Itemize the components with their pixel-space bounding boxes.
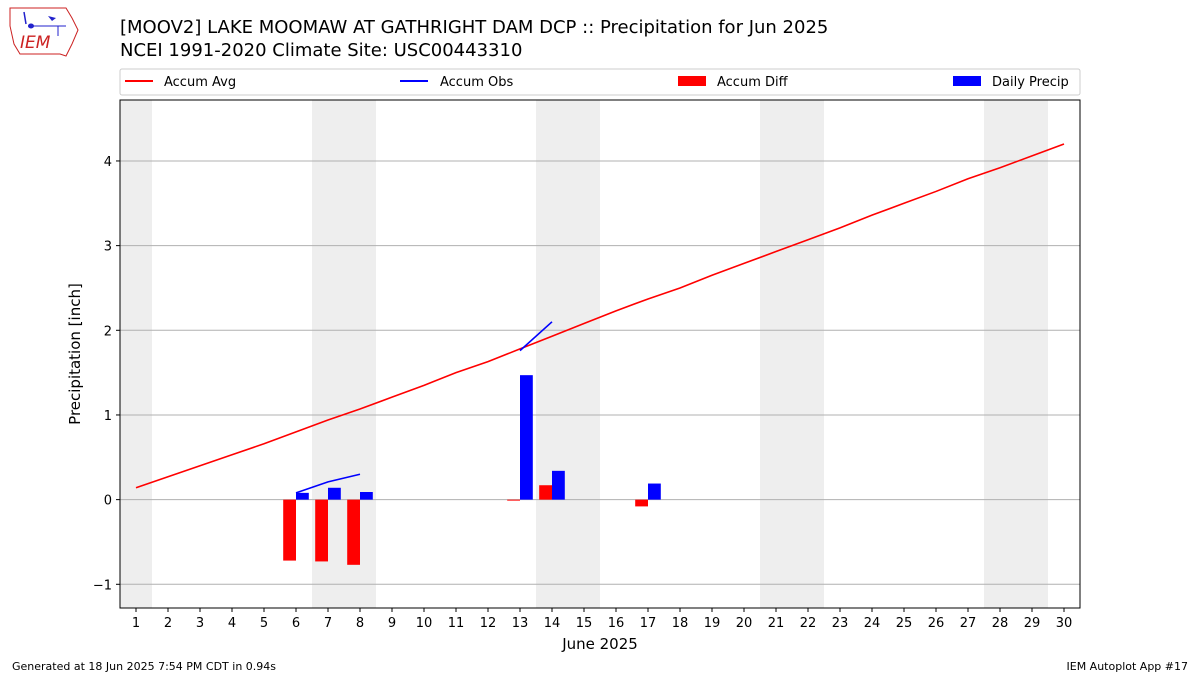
daily-precip-bar bbox=[552, 470, 565, 500]
legend-label: Accum Avg bbox=[164, 75, 236, 90]
legend: Accum Avg Accum Obs Accum Diff Daily Precip bbox=[119, 68, 1081, 96]
x-tick-label: 28 bbox=[992, 616, 1009, 631]
legend-box bbox=[119, 68, 1081, 96]
x-tick-label: 24 bbox=[864, 616, 881, 631]
weekend-band bbox=[984, 100, 1048, 608]
x-tick-label: 19 bbox=[704, 616, 721, 631]
bars bbox=[283, 375, 661, 565]
y-tick-label: 3 bbox=[104, 240, 112, 255]
y-tick-label: 1 bbox=[104, 409, 112, 424]
lines bbox=[135, 143, 1065, 494]
x-axis-ticks: 1 2 3 4 5 6 7 8 9 10 11 12 13 14 15 16 17 18 19 20 21 22 23 24 2… bbox=[132, 608, 1072, 631]
accum-diff-bar bbox=[283, 499, 296, 561]
x-tick-label: 26 bbox=[928, 616, 945, 631]
plot-frame bbox=[119, 99, 1081, 609]
legend-marker bbox=[953, 76, 981, 86]
x-tick-label: 2 bbox=[164, 616, 172, 631]
x-tick-label: 21 bbox=[768, 616, 785, 631]
legend-label: Daily Precip bbox=[992, 75, 1069, 90]
weekend-band bbox=[120, 100, 152, 608]
y-axis-label: Precipitation [inch] bbox=[66, 283, 84, 425]
daily-precip-bar bbox=[648, 483, 661, 500]
x-tick-label: 8 bbox=[356, 616, 364, 631]
logo-text: IEM bbox=[20, 33, 51, 53]
x-tick-label: 12 bbox=[480, 616, 497, 631]
weather-station-icon bbox=[23, 11, 27, 25]
weekend-band bbox=[760, 100, 824, 608]
x-tick-label: 7 bbox=[324, 616, 332, 631]
y-tick-label: 4 bbox=[104, 155, 112, 170]
x-tick-label: 5 bbox=[260, 616, 268, 631]
daily-precip-bar bbox=[296, 492, 309, 500]
x-tick-label: 22 bbox=[800, 616, 817, 631]
x-tick-label: 18 bbox=[672, 616, 689, 631]
x-tick-label: 27 bbox=[960, 616, 977, 631]
y-tick-label: 0 bbox=[104, 494, 112, 509]
chart-subtitle: NCEI 1991-2020 Climate Site: USC00443310 bbox=[120, 40, 523, 61]
x-tick-label: 1 bbox=[132, 616, 140, 631]
y-tick-label: −1 bbox=[93, 578, 112, 593]
y-tick-label: 2 bbox=[104, 324, 112, 339]
weekend-band bbox=[536, 100, 600, 608]
legend-label: Accum Obs bbox=[440, 75, 513, 90]
x-tick-label: 29 bbox=[1024, 616, 1041, 631]
x-tick-label: 6 bbox=[292, 616, 300, 631]
app-credit: IEM Autoplot App #17 bbox=[1066, 660, 1189, 673]
x-tick-label: 14 bbox=[544, 616, 561, 631]
x-tick-label: 15 bbox=[576, 616, 593, 631]
daily-precip-bar bbox=[328, 487, 341, 500]
x-tick-label: 4 bbox=[228, 616, 236, 631]
x-tick-label: 25 bbox=[896, 616, 913, 631]
daily-precip-bar bbox=[360, 492, 373, 500]
iowa-outline-icon bbox=[9, 7, 79, 57]
iem-logo: IEM bbox=[9, 7, 79, 57]
accum-diff-bar bbox=[347, 499, 360, 565]
chart-title: [MOOV2] LAKE MOOMAW AT GATHRIGHT DAM DCP… bbox=[120, 17, 829, 38]
accum-obs-line bbox=[519, 321, 553, 352]
accum-diff-bar bbox=[539, 485, 552, 500]
legend-marker bbox=[678, 76, 706, 86]
y-axis-ticks: −1 0 1 2 3 4 bbox=[93, 155, 120, 593]
x-tick-label: 23 bbox=[832, 616, 849, 631]
x-tick-label: 3 bbox=[196, 616, 204, 631]
x-axis-label: June 2025 bbox=[561, 635, 638, 653]
gridlines bbox=[120, 160, 1080, 585]
accum-diff-bar bbox=[315, 499, 328, 562]
x-tick-label: 17 bbox=[640, 616, 657, 631]
accum-diff-bar bbox=[635, 499, 648, 507]
x-tick-label: 20 bbox=[736, 616, 753, 631]
accum-obs-line bbox=[295, 473, 361, 494]
legend-label: Accum Diff bbox=[717, 75, 789, 90]
daily-precip-bar bbox=[520, 375, 533, 500]
accum-avg-line bbox=[135, 143, 1065, 489]
x-tick-label: 11 bbox=[448, 616, 465, 631]
x-tick-label: 13 bbox=[512, 616, 529, 631]
accum-diff-bar bbox=[507, 499, 520, 501]
weekend-shading bbox=[120, 100, 1048, 608]
x-tick-label: 30 bbox=[1056, 616, 1073, 631]
x-tick-label: 10 bbox=[416, 616, 433, 631]
x-tick-label: 9 bbox=[388, 616, 396, 631]
x-tick-label: 16 bbox=[608, 616, 625, 631]
generated-note: Generated at 18 Jun 2025 7:54 PM CDT in … bbox=[12, 660, 277, 673]
